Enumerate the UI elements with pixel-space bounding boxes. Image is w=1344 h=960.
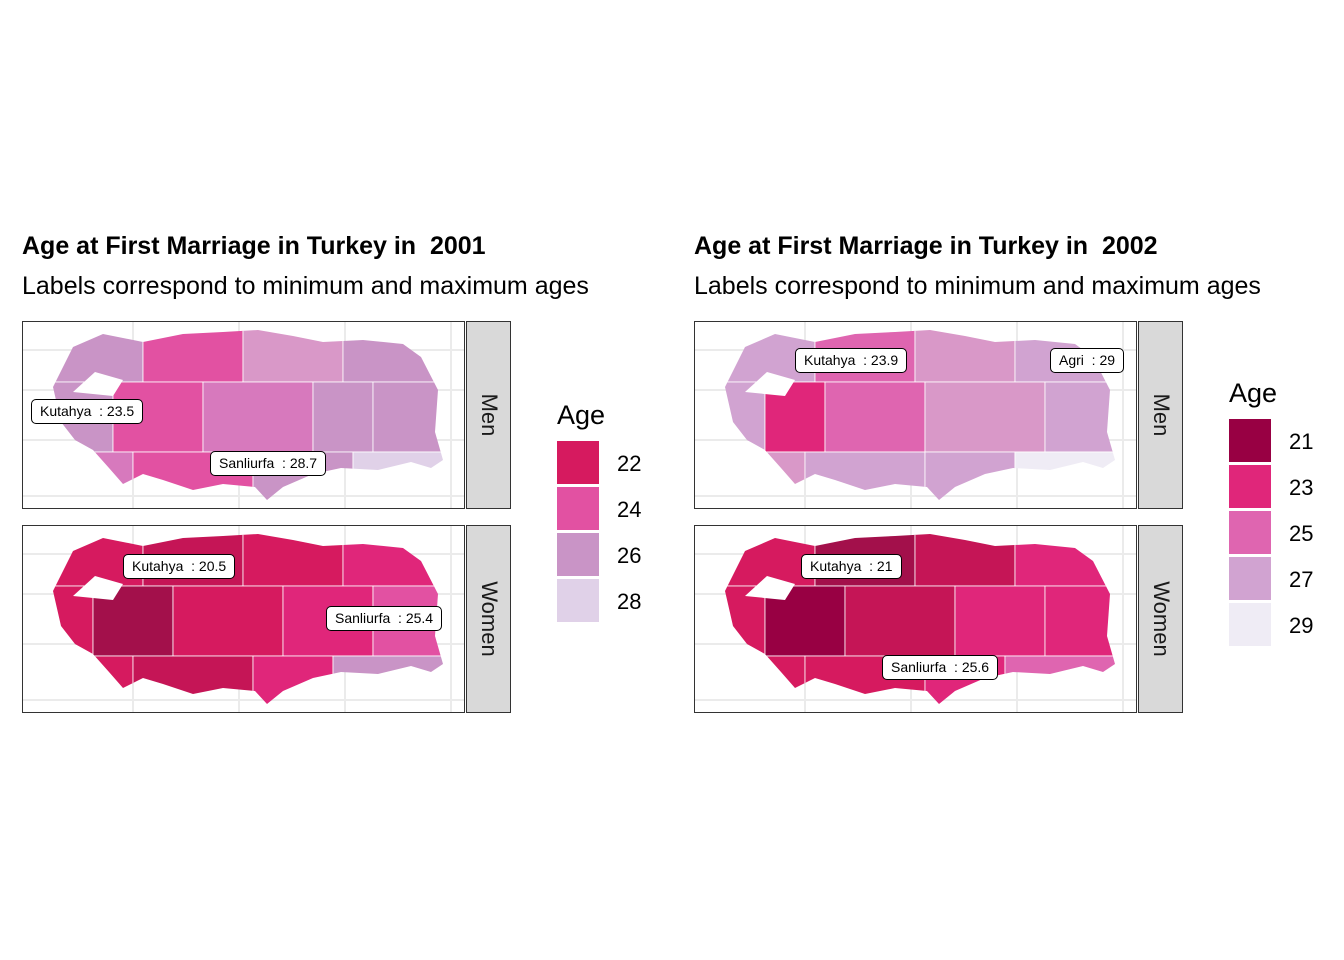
legend-label: 21 (1289, 429, 1314, 454)
min-age-label: Kutahya : 23.5 (31, 399, 144, 425)
legend: Age 21 23 25 27 29 (1229, 378, 1313, 649)
facet-men: Men Kutahya : 23.9 Agri : 29 (694, 321, 1183, 509)
legend-item: 25 (1229, 511, 1313, 557)
legend-label: 23 (1289, 475, 1314, 500)
facet-strip-men: Men (1138, 321, 1183, 509)
turkey-map (695, 526, 1136, 712)
legend-item: 28 (557, 579, 641, 625)
map-area (694, 525, 1137, 713)
legend-swatch (1229, 419, 1271, 462)
legend-swatch (557, 579, 599, 622)
facet-strip-label: Women (1148, 581, 1174, 657)
legend-swatch (1229, 511, 1271, 554)
max-age-label: Agri : 29 (1050, 348, 1125, 374)
facet-strip-label: Men (1148, 393, 1174, 437)
legend: Age 22 24 26 28 (557, 400, 641, 625)
legend-swatch (557, 487, 599, 530)
legend-swatch (1229, 557, 1271, 600)
legend-item: 23 (1229, 465, 1313, 511)
legend-title: Age (1229, 378, 1278, 408)
plot-subtitle: Labels correspond to minimum and maximum… (22, 272, 589, 300)
legend-item: 27 (1229, 557, 1313, 603)
facet-strip-men: Men (466, 321, 511, 509)
legend-item: 21 (1229, 419, 1313, 465)
legend-label: 27 (1289, 567, 1314, 592)
max-age-label: Sanliurfa : 28.7 (210, 451, 327, 477)
legend-label: 24 (617, 497, 642, 522)
legend-title: Age (557, 400, 606, 430)
map-area (22, 525, 465, 713)
legend-label: 22 (617, 451, 642, 476)
legend-label: 25 (1289, 521, 1314, 546)
min-age-label: Kutahya : 20.5 (123, 554, 236, 580)
facet-strip-women: Women (466, 525, 511, 713)
facet-strip-label: Men (476, 393, 502, 437)
facet-women: Women Kutahya : 20.5 Sanliurfa : 25.4 (22, 525, 511, 713)
facet-women: Women Kutahya : 21 Sanliurfa : 25.6 (694, 525, 1183, 713)
legend-item: 26 (557, 533, 641, 579)
turkey-map (695, 322, 1136, 508)
legend-swatch (557, 533, 599, 576)
min-age-label: Kutahya : 21 (801, 554, 902, 580)
map-panel-2001: Age at First Marriage in Turkey in 2001 … (22, 232, 641, 713)
plot-title: Age at First Marriage in Turkey in 2001 (22, 232, 486, 260)
legend-swatch (557, 441, 599, 484)
min-age-label: Kutahya : 23.9 (795, 348, 908, 374)
legend-item: 22 (557, 441, 641, 487)
legend-item: 24 (557, 487, 641, 533)
facet-men: Men Kutahya : 23.5 Sanliurfa : 28.7 (22, 321, 511, 509)
legend-label: 29 (1289, 613, 1314, 638)
map-area (22, 321, 465, 509)
max-age-label: Sanliurfa : 25.4 (326, 606, 443, 632)
turkey-map (23, 322, 464, 508)
map-panel-2002: Age at First Marriage in Turkey in 2002 … (672, 0, 1344, 960)
legend-item: 29 (1229, 603, 1313, 649)
legend-swatch (1229, 603, 1271, 646)
legend-label: 26 (617, 543, 642, 568)
legend-label: 28 (617, 589, 642, 614)
facet-strip-women: Women (1138, 525, 1183, 713)
facet-strip-label: Women (476, 581, 502, 657)
legend-swatch (1229, 465, 1271, 508)
max-age-label: Sanliurfa : 25.6 (882, 655, 999, 681)
plot-title: Age at First Marriage in Turkey in 2002 (694, 232, 1158, 260)
plot-subtitle: Labels correspond to minimum and maximum… (694, 272, 1261, 300)
